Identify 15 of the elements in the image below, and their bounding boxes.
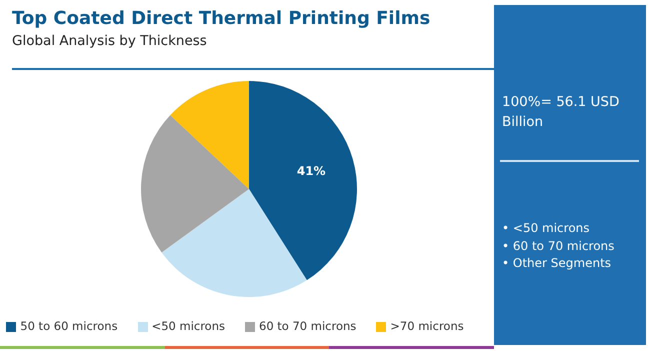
data-label: 41%	[296, 164, 326, 178]
chart-subtitle: Global Analysis by Thickness	[12, 33, 207, 49]
legend-label: 60 to 70 microns	[259, 319, 356, 333]
pie-slice	[249, 81, 357, 280]
text: 100%= 56.1 USD Billion	[502, 93, 620, 132]
pie-slice	[170, 81, 249, 189]
text: • Other Segments	[502, 255, 612, 272]
text: • 60 to 70 microns	[502, 238, 614, 254]
pie-slice	[141, 115, 249, 252]
legend-label: 50 to 60 microns	[20, 319, 118, 333]
legend-label: >70 microns	[390, 319, 464, 333]
chart-title: Top Coated Direct Thermal Printing Films	[12, 8, 430, 29]
pie-slice	[162, 189, 307, 297]
legend-label: <50 microns	[152, 319, 225, 333]
text: • <50 microns	[502, 220, 591, 237]
